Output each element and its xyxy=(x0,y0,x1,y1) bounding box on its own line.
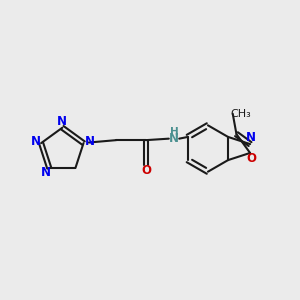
Text: N: N xyxy=(85,135,95,148)
Text: O: O xyxy=(141,164,151,177)
Text: N: N xyxy=(169,132,179,145)
Text: N: N xyxy=(41,166,51,179)
Text: N: N xyxy=(31,135,40,148)
Text: N: N xyxy=(246,131,256,144)
Text: N: N xyxy=(57,115,67,128)
Text: H: H xyxy=(170,127,178,137)
Text: CH₃: CH₃ xyxy=(231,109,251,119)
Text: O: O xyxy=(247,152,256,165)
